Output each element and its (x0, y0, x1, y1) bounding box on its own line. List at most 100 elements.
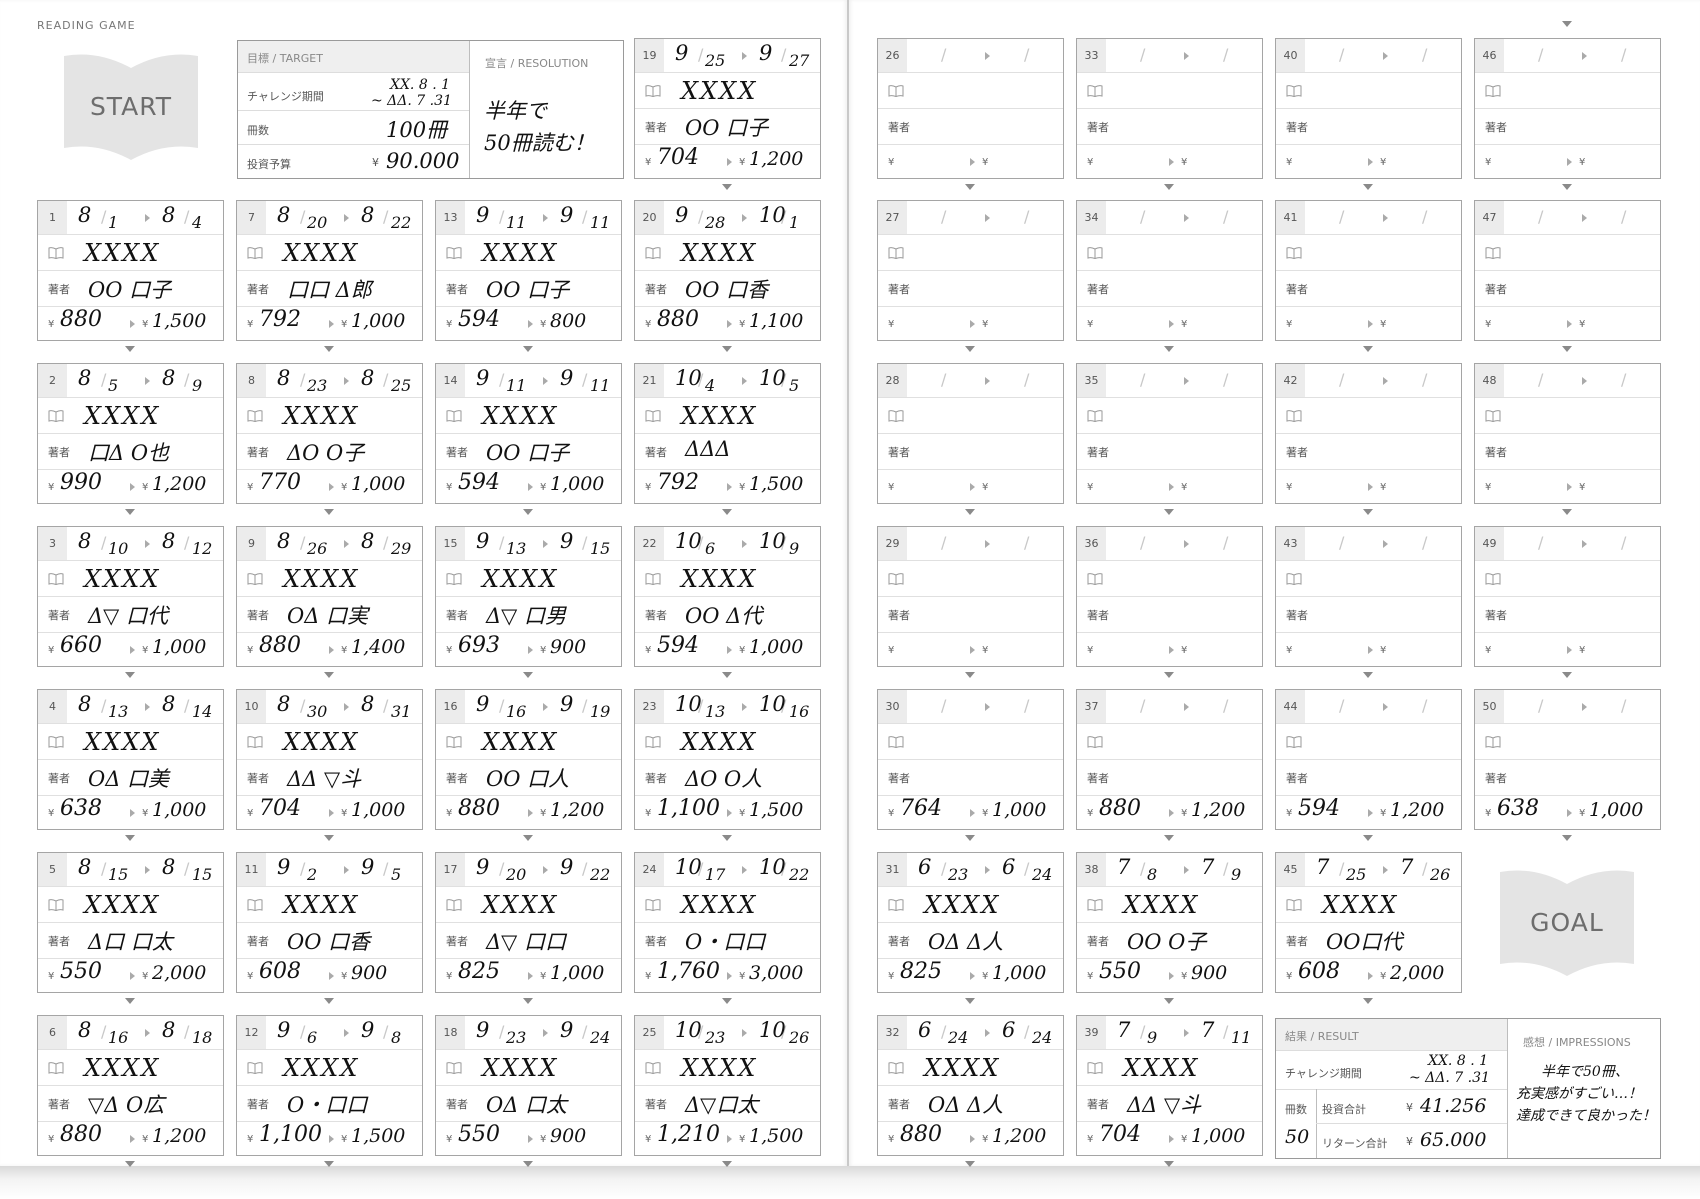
down-arrow-icon (523, 835, 533, 841)
book-price: 608 (259, 959, 301, 984)
author-label: 著者 (645, 772, 667, 785)
price-yen: ¥ (888, 157, 895, 168)
book-price: 594 (458, 470, 500, 495)
date-arrow-icon (1582, 52, 1587, 60)
date-slash: / (941, 1022, 947, 1041)
start-month: 8 (277, 529, 291, 553)
start-day: 9 (1147, 1028, 1158, 1047)
book-card: 11 / / 9 2 9 5 XXXX 著者 OO 口香 ¥ 608 ¥ 900 (236, 852, 423, 993)
down-arrow-icon (965, 509, 975, 515)
card-number: 31 (878, 853, 907, 886)
date-slash: / (1538, 533, 1544, 552)
price-yen: ¥ (48, 482, 55, 493)
date-slash: / (582, 859, 588, 878)
resolution-line2: 50冊読む！ (484, 131, 595, 155)
card-number: 4 (38, 690, 67, 723)
end-month: 8 (361, 366, 375, 390)
start-month: 8 (78, 366, 92, 390)
book-card: 21 / / 10 4 10 5 XXXX 著者 ΔΔΔ ¥ 792 ¥ 1,5… (634, 363, 821, 504)
return-yen: ¥ (982, 1134, 989, 1145)
price-arrow-icon (528, 972, 533, 980)
date-slash: / (1339, 696, 1345, 715)
author-label: 著者 (888, 935, 910, 948)
return-yen: ¥ (540, 971, 547, 982)
result-invest-yen: ¥ (1406, 1101, 1413, 1114)
book-title: XXXX (1123, 1054, 1200, 1082)
author-label: 著者 (247, 935, 269, 948)
impressions-line2: 充実感がすごい…！ (1516, 1086, 1642, 1102)
target-title: 目標 / TARGET (247, 52, 323, 65)
end-day: 12 (192, 539, 213, 558)
start-month: 8 (78, 692, 92, 716)
author-label: 著者 (1485, 609, 1507, 622)
date-slash: / (781, 533, 787, 552)
down-arrow-icon (1164, 835, 1174, 841)
return-yen: ¥ (142, 645, 149, 656)
price-yen: ¥ (48, 808, 55, 819)
price-arrow-icon (1169, 483, 1174, 491)
book-title: XXXX (681, 77, 758, 105)
author-label: 著者 (48, 609, 70, 622)
book-icon (888, 410, 904, 422)
book-icon (888, 736, 904, 748)
book-price: 704 (657, 145, 699, 170)
book-price: 792 (657, 470, 699, 495)
card-number: 27 (878, 201, 907, 234)
book-card: 47 / / 著者 ¥ ¥ (1474, 200, 1661, 341)
author-label: 著者 (645, 283, 667, 296)
down-arrow-icon (125, 998, 135, 1004)
price-arrow-icon (727, 646, 732, 654)
book-card: 42 / / 著者 ¥ ¥ (1275, 363, 1462, 504)
date-slash: / (383, 207, 389, 226)
end-month: 9 (560, 855, 574, 879)
start-day: 8 (1147, 865, 1158, 884)
end-month: 9 (560, 1018, 574, 1042)
book-icon (446, 573, 462, 585)
return-yen: ¥ (341, 808, 348, 819)
target-count-value: 100冊 (386, 118, 448, 142)
return-yen: ¥ (739, 645, 746, 656)
date-arrow-icon (985, 1029, 990, 1037)
book-return: 1,200 (550, 799, 605, 821)
card-number: 42 (1276, 364, 1305, 397)
book-return: 900 (550, 1125, 587, 1147)
start-month: 8 (78, 203, 92, 227)
author-name: Δ▽ 口口 (486, 930, 566, 954)
book-return: 800 (550, 310, 587, 332)
author-label: 著者 (888, 772, 910, 785)
price-yen: ¥ (1087, 971, 1094, 982)
start-month: 8 (78, 1018, 92, 1042)
book-title: XXXX (84, 891, 161, 919)
return-yen: ¥ (1181, 157, 1188, 168)
book-return: 1,000 (351, 310, 406, 332)
date-arrow-icon (1582, 214, 1587, 222)
author-name: Δ▽口太 (685, 1093, 759, 1117)
price-yen: ¥ (1485, 645, 1492, 656)
book-price: 880 (1099, 796, 1141, 821)
author-name: ΔΔ ▽斗 (287, 767, 362, 791)
date-slash: / (698, 1022, 704, 1041)
return-yen: ¥ (739, 157, 746, 168)
date-slash: / (1339, 859, 1345, 878)
book-price: 880 (458, 796, 500, 821)
result-return-yen: ¥ (1406, 1135, 1413, 1148)
date-slash: / (1422, 45, 1428, 64)
target-period-label: チャレンジ期間 (247, 90, 324, 103)
book-icon (48, 247, 64, 259)
down-arrow-icon (1164, 1161, 1174, 1167)
author-label: 著者 (888, 121, 910, 134)
author-label: 著者 (247, 609, 269, 622)
author-name: ΔΔΔ (685, 437, 731, 461)
price-arrow-icon (329, 809, 334, 817)
target-budget-yen: ¥ (372, 156, 379, 169)
author-label: 著者 (446, 446, 468, 459)
start-month: 8 (277, 366, 291, 390)
start-month: 9 (476, 366, 490, 390)
date-slash: / (582, 533, 588, 552)
end-day: 11 (590, 376, 611, 395)
date-slash: / (781, 1022, 787, 1041)
return-yen: ¥ (982, 482, 989, 493)
down-arrow-icon (523, 998, 533, 1004)
date-arrow-icon (742, 1029, 747, 1037)
end-month: 8 (361, 692, 375, 716)
